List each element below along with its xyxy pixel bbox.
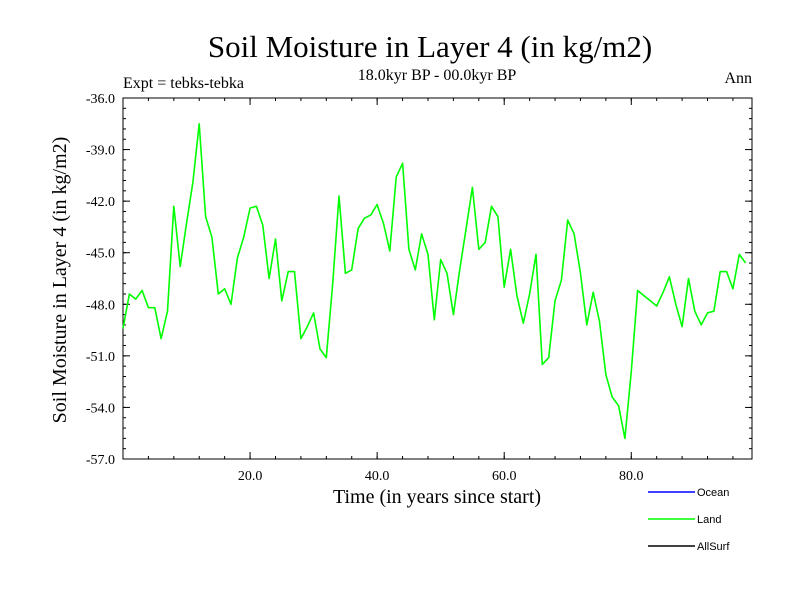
x-tick-label: 60.0 (492, 469, 517, 484)
x-tick-label: 40.0 (365, 469, 390, 484)
legend-label-land: Land (697, 514, 721, 526)
legend-label-ocean: Ocean (697, 487, 729, 499)
y-tick-label: -51.0 (86, 350, 115, 365)
y-tick-label: -54.0 (86, 401, 115, 416)
x-tick-label: 80.0 (619, 469, 644, 484)
plot-frame (122, 97, 753, 460)
y-tick-label: -36.0 (86, 92, 115, 107)
expt-label: Expt = tebks-tebka (123, 75, 244, 92)
chart-title: Soil Moisture in Layer 4 (in kg/m2) (208, 29, 652, 64)
y-tick-label: -57.0 (86, 453, 115, 468)
x-axis-label: Time (in years since start) (333, 486, 541, 508)
plot-area: -36.0 -39.0 -42.0 -45.0 -48.0 -51.0 -54.0 -57.0… (86, 92, 753, 484)
x-tick-label: 20.0 (238, 469, 263, 484)
series-line-land (122, 123, 747, 440)
season-label: Ann (724, 70, 752, 87)
y-tick-label: -42.0 (86, 195, 115, 210)
legend-label-allsurf: AllSurf (697, 541, 730, 553)
y-tick-label: -45.0 (86, 247, 115, 262)
y-axis-label: Soil Moisture in Layer 4 (in kg/m2) (49, 137, 71, 424)
y-tick-label: -48.0 (86, 298, 115, 313)
chart-subtitle: 18.0kyr BP - 00.0kyr BP (358, 67, 517, 84)
y-tick-label: -39.0 (86, 144, 115, 159)
legend: Ocean Land AllSurf (648, 487, 730, 553)
